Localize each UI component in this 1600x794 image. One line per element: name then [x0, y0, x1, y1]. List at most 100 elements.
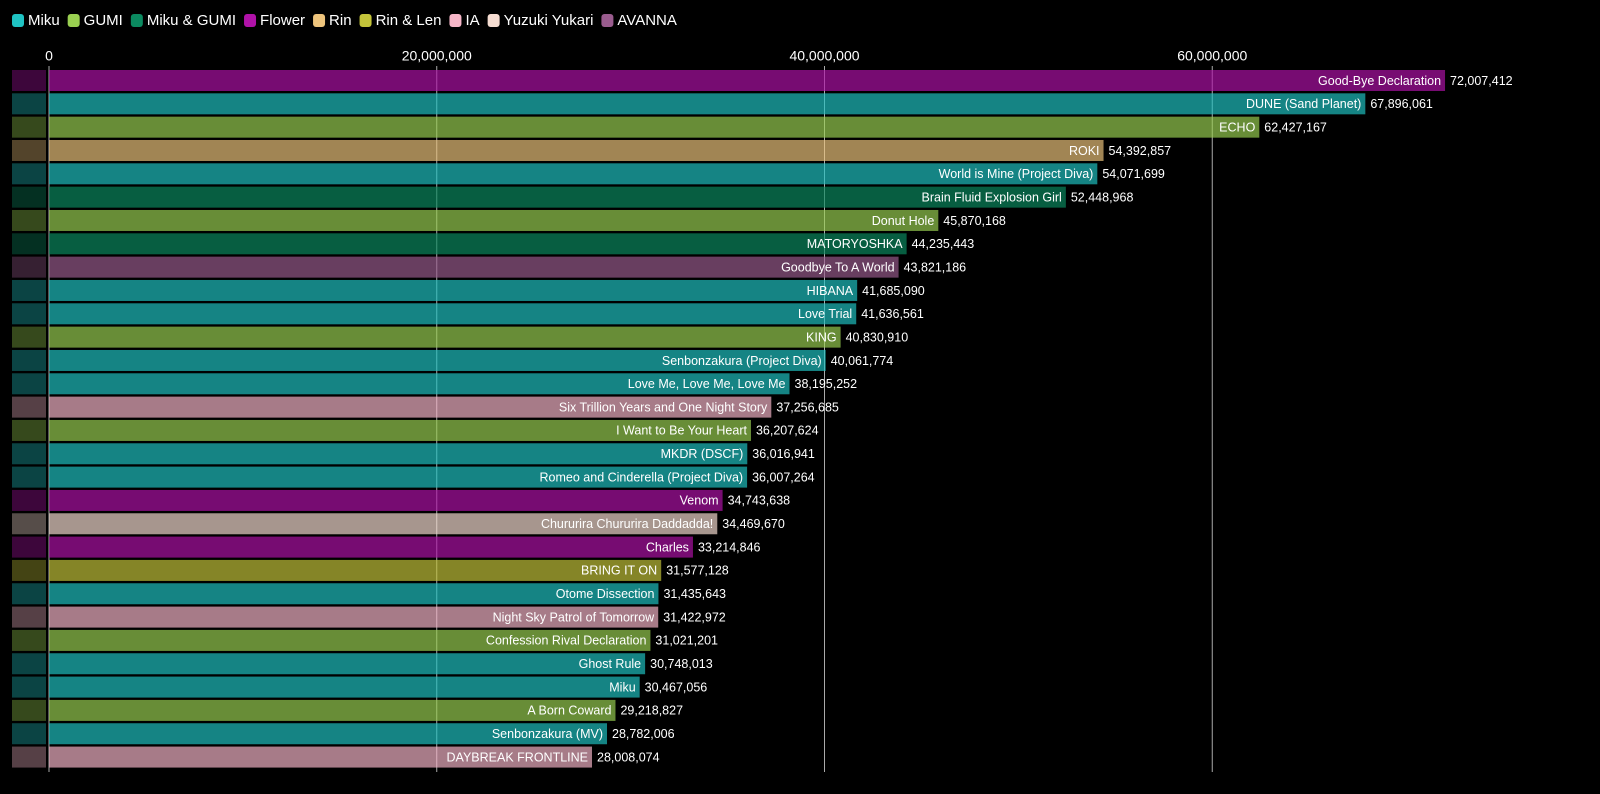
bar: [49, 186, 1066, 208]
bar: [49, 559, 662, 581]
bar: [49, 233, 907, 255]
legend-label: Flower: [260, 12, 305, 29]
value-label: 40,061,774: [831, 354, 894, 368]
legend-swatch: [313, 14, 326, 27]
bar: [49, 116, 1260, 138]
bar-label: Goodbye To A World: [781, 260, 895, 274]
value-label: 38,195,252: [795, 377, 858, 391]
legend-label: AVANNA: [617, 12, 676, 29]
thumbnail: [12, 326, 46, 348]
value-label: 31,422,972: [663, 610, 726, 624]
bar-label: MATORYOSHKA: [807, 237, 904, 251]
bar-label: A Born Coward: [527, 704, 611, 718]
value-label: 41,636,561: [861, 307, 924, 321]
legend-swatch: [244, 14, 257, 27]
thumbnail: [12, 466, 46, 488]
bar-label: Ghost Rule: [579, 657, 642, 671]
thumbnail: [12, 699, 46, 721]
thumbnail: [12, 513, 46, 535]
value-label: 36,207,624: [756, 424, 819, 438]
bar: [49, 513, 718, 535]
value-label: 43,821,186: [904, 260, 967, 274]
thumbnail: [12, 489, 46, 511]
bar: [49, 676, 640, 698]
value-label: 34,743,638: [728, 494, 791, 508]
bar: [49, 629, 651, 651]
value-label: 36,007,264: [752, 470, 815, 484]
bar-label: Chururira Chururira Daddadda!: [541, 517, 713, 531]
bar: [49, 209, 939, 231]
bar: [49, 606, 659, 628]
x-tick-label: 0: [45, 48, 53, 64]
legend-swatch: [67, 14, 80, 27]
thumbnail: [12, 676, 46, 698]
thumbnail: [12, 186, 46, 208]
thumbnail: [12, 116, 46, 138]
bar: [49, 396, 772, 418]
bar-label: Love Trial: [798, 307, 852, 321]
legend-label: Rin: [329, 12, 352, 29]
legend-label: Rin & Len: [376, 12, 442, 29]
bar: [49, 489, 723, 511]
value-label: 45,870,168: [943, 214, 1006, 228]
value-label: 29,218,827: [620, 704, 683, 718]
thumbnail: [12, 139, 46, 161]
bar-label: Night Sky Patrol of Tomorrow: [493, 610, 656, 624]
thumbnail: [12, 723, 46, 745]
bar: [49, 139, 1104, 161]
bar: [49, 326, 841, 348]
value-label: 30,467,056: [645, 680, 708, 694]
bar-label: BRING IT ON: [581, 564, 657, 578]
thumbnail: [12, 419, 46, 441]
legend-label: IA: [465, 12, 479, 29]
bar-label: Romeo and Cinderella (Project Diva): [540, 470, 744, 484]
thumbnail: [12, 653, 46, 675]
value-label: 28,782,006: [612, 727, 675, 741]
legend-swatch: [449, 14, 462, 27]
thumbnail: [12, 163, 46, 185]
bar-label: DAYBREAK FRONTLINE: [447, 750, 588, 764]
legend-swatch: [359, 14, 372, 27]
thumbnail: [12, 233, 46, 255]
bar-label: Venom: [680, 494, 719, 508]
bar-label: Donut Hole: [872, 214, 935, 228]
legend-label: GUMI: [84, 12, 123, 29]
bar-label: HIBANA: [807, 284, 854, 298]
bar-label: ECHO: [1219, 120, 1255, 134]
legend-label: Yuzuki Yukari: [504, 12, 594, 29]
bar: [49, 303, 857, 325]
value-label: 31,577,128: [666, 564, 729, 578]
legend-swatch: [12, 14, 24, 27]
x-tick-label: 20,000,000: [402, 48, 472, 64]
bar-label: Senbonzakura (Project Diva): [662, 354, 822, 368]
thumbnail: [12, 606, 46, 628]
bar-label: MKDR (DSCF): [661, 447, 744, 461]
legend-swatch: [601, 14, 614, 27]
value-label: 34,469,670: [722, 517, 785, 531]
bar: [49, 653, 646, 675]
value-label: 54,071,699: [1102, 167, 1165, 181]
value-label: 37,256,685: [776, 400, 839, 414]
value-label: 72,007,412: [1450, 74, 1513, 88]
thumbnail: [12, 303, 46, 325]
bar: [49, 70, 1446, 91]
bar: [49, 746, 593, 768]
legend-label: Miku & GUMI: [147, 12, 236, 29]
value-label: 31,021,201: [655, 634, 718, 648]
thumbnail: [12, 629, 46, 651]
value-label: 52,448,968: [1071, 190, 1134, 204]
bar-label: DUNE (Sand Planet): [1246, 97, 1361, 111]
value-label: 28,008,074: [597, 750, 660, 764]
bar: [49, 583, 659, 605]
value-label: 67,896,061: [1370, 97, 1433, 111]
bar-label: Love Me, Love Me, Love Me: [628, 377, 786, 391]
bar: [49, 443, 748, 465]
bar-label: World is Mine (Project Diva): [939, 167, 1094, 181]
bar-label: KING: [806, 330, 837, 344]
bar: [49, 349, 826, 371]
bar-label: Otome Dissection: [556, 587, 655, 601]
bar: [49, 723, 608, 745]
thumbnail: [12, 349, 46, 371]
bar: [49, 536, 693, 558]
bar: [49, 279, 858, 301]
